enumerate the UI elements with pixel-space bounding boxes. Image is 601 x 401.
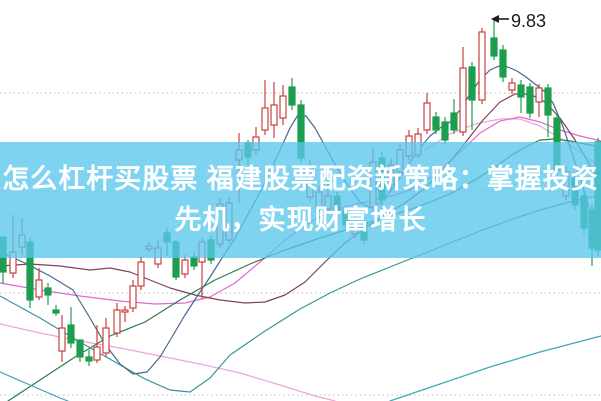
candle-up bbox=[459, 47, 467, 136]
candle-body bbox=[499, 49, 507, 78]
candle-body bbox=[121, 309, 129, 313]
candle-body bbox=[432, 116, 440, 131]
candle-body bbox=[67, 324, 75, 344]
candle-body bbox=[129, 285, 137, 309]
candle-up bbox=[508, 78, 516, 94]
candle-up bbox=[121, 306, 129, 322]
candle-body bbox=[113, 309, 121, 334]
candle-down bbox=[450, 99, 458, 134]
candle-body bbox=[102, 327, 110, 354]
candle-up bbox=[137, 256, 145, 290]
candle-body bbox=[137, 261, 145, 287]
candle-up bbox=[270, 82, 278, 138]
candle-body bbox=[35, 279, 43, 298]
candle-body bbox=[544, 87, 552, 116]
headline-line-1: 怎么杠杆买股票 福建股票配资新策略：掌握投资 bbox=[2, 164, 599, 194]
candle-body bbox=[58, 327, 66, 352]
candle-down bbox=[67, 307, 75, 348]
candle-down bbox=[432, 112, 440, 134]
candle-up bbox=[423, 93, 431, 134]
candle-down bbox=[526, 83, 534, 118]
candle-down bbox=[76, 339, 84, 362]
candle-up bbox=[261, 80, 269, 135]
candle-down bbox=[288, 78, 296, 110]
candle-up bbox=[478, 28, 486, 104]
candle-down bbox=[44, 283, 52, 305]
candle-body bbox=[93, 346, 101, 361]
candle-body bbox=[468, 66, 476, 101]
candle-down bbox=[490, 19, 498, 60]
candle-body bbox=[478, 31, 486, 101]
headline-line-2: 先机，实现财富增长 bbox=[174, 205, 427, 235]
candle-body bbox=[526, 86, 534, 114]
candle-body bbox=[517, 84, 525, 98]
candle-body bbox=[44, 287, 52, 296]
candle-body bbox=[459, 67, 467, 133]
candle-body bbox=[181, 259, 189, 275]
headline-banner: 怎么杠杆买股票 福建股票配资新策略：掌握投资 先机，实现财富增长 bbox=[0, 142, 601, 258]
candle-up bbox=[93, 325, 101, 363]
candle-down bbox=[441, 117, 449, 144]
candle-body bbox=[76, 339, 84, 358]
candle-body bbox=[450, 112, 458, 131]
candle-body bbox=[279, 95, 287, 119]
candle-down bbox=[544, 84, 552, 137]
candle-down bbox=[499, 45, 507, 82]
candle-up bbox=[535, 84, 543, 117]
candle-body bbox=[490, 37, 498, 57]
candle-body bbox=[423, 102, 431, 131]
candle-body bbox=[270, 104, 278, 126]
candle-up bbox=[102, 318, 110, 357]
candle-up bbox=[129, 280, 137, 312]
peak-price-label: 9.83 bbox=[511, 11, 546, 31]
candle-body bbox=[288, 86, 296, 106]
candle-body bbox=[535, 87, 543, 103]
candle-down bbox=[52, 305, 60, 316]
ma-cyan-left bbox=[0, 371, 69, 401]
candle-up bbox=[113, 303, 121, 337]
candle-body bbox=[261, 107, 269, 131]
candle-body bbox=[508, 82, 516, 91]
candle-down bbox=[517, 80, 525, 113]
candle-body bbox=[441, 121, 449, 141]
ma-cyan-long bbox=[389, 335, 601, 401]
candle-up bbox=[279, 85, 287, 125]
left-arrow-icon bbox=[491, 15, 499, 23]
candle-body bbox=[190, 256, 198, 267]
candle-up bbox=[181, 255, 189, 278]
candle-body bbox=[85, 356, 93, 362]
candle-down bbox=[468, 62, 476, 130]
candle-up bbox=[58, 315, 66, 362]
candle-up bbox=[35, 268, 43, 300]
candle-down bbox=[85, 350, 93, 366]
candle-body bbox=[52, 309, 60, 314]
price-annotation: 9.83 bbox=[491, 11, 546, 31]
